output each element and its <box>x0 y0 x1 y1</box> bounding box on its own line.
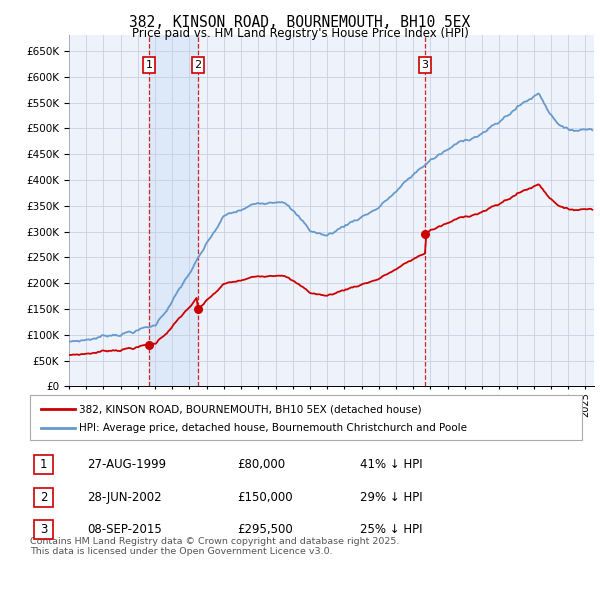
Text: £295,500: £295,500 <box>237 523 293 536</box>
Text: Price paid vs. HM Land Registry's House Price Index (HPI): Price paid vs. HM Land Registry's House … <box>131 27 469 40</box>
Text: 1: 1 <box>146 60 152 70</box>
Text: £150,000: £150,000 <box>237 491 293 504</box>
Text: 08-SEP-2015: 08-SEP-2015 <box>87 523 162 536</box>
Text: 382, KINSON ROAD, BOURNEMOUTH, BH10 5EX: 382, KINSON ROAD, BOURNEMOUTH, BH10 5EX <box>130 15 470 30</box>
Text: 2: 2 <box>194 60 202 70</box>
Text: 29% ↓ HPI: 29% ↓ HPI <box>360 491 422 504</box>
Text: 3: 3 <box>422 60 428 70</box>
Text: HPI: Average price, detached house, Bournemouth Christchurch and Poole: HPI: Average price, detached house, Bour… <box>79 424 467 434</box>
Text: 25% ↓ HPI: 25% ↓ HPI <box>360 523 422 536</box>
Bar <box>149 35 198 386</box>
Text: 27-AUG-1999: 27-AUG-1999 <box>87 458 166 471</box>
Text: 3: 3 <box>40 523 47 536</box>
Text: 2: 2 <box>40 491 47 504</box>
Text: 41% ↓ HPI: 41% ↓ HPI <box>360 458 422 471</box>
Text: 28-JUN-2002: 28-JUN-2002 <box>87 491 161 504</box>
Text: £80,000: £80,000 <box>237 458 285 471</box>
Text: 382, KINSON ROAD, BOURNEMOUTH, BH10 5EX (detached house): 382, KINSON ROAD, BOURNEMOUTH, BH10 5EX … <box>79 405 422 414</box>
Text: Contains HM Land Registry data © Crown copyright and database right 2025.
This d: Contains HM Land Registry data © Crown c… <box>30 537 400 556</box>
Text: 1: 1 <box>40 458 47 471</box>
